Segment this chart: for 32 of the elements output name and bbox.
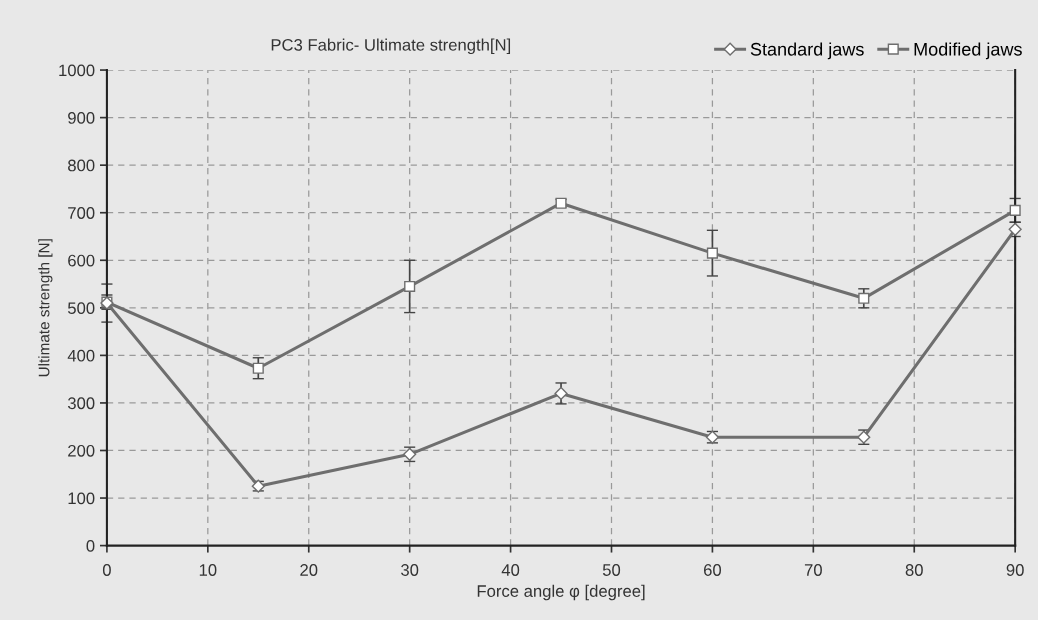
x-tick-label: 30 <box>401 564 419 576</box>
x-tick-label: 80 <box>905 564 923 576</box>
y-tick-label: 100 <box>68 492 95 505</box>
legend-label: Modified jaws <box>914 42 1022 60</box>
point <box>404 280 416 292</box>
x-tick-label: 60 <box>703 564 722 576</box>
x-tick-label: 90 <box>1006 564 1024 576</box>
point <box>1009 204 1021 216</box>
y-tick-label: 500 <box>67 302 95 315</box>
legend-label: Standard jaws <box>750 42 864 60</box>
y-tick-label: 800 <box>68 159 95 172</box>
x-axis-title: Force angle φ [degree] <box>477 584 645 601</box>
point <box>706 247 718 259</box>
y-tick-label: 700 <box>68 207 95 219</box>
x-tick-label: 40 <box>501 564 520 576</box>
y-tick-label: 900 <box>68 112 95 124</box>
y-tick-label: 0 <box>86 540 95 552</box>
y-tick-label: 200 <box>68 444 95 457</box>
y-tick-label: 600 <box>68 254 95 267</box>
x-tick-label: 0 <box>102 564 111 576</box>
x-tick-label: 70 <box>804 564 822 576</box>
x-tick-label: 10 <box>199 564 217 576</box>
point <box>858 292 870 304</box>
y-tick-label: 1000 <box>59 64 95 77</box>
y-tick-label: 300 <box>67 397 95 410</box>
y-axis-title: Ultimate strength [N] <box>38 239 53 377</box>
x-tick-label: 20 <box>300 564 318 576</box>
x-tick-label: 50 <box>602 564 621 576</box>
chart-title: PC3 Fabric- Ultimate strength[N] <box>271 38 511 55</box>
y-tick-label: 400 <box>67 349 95 362</box>
point <box>554 386 568 401</box>
point <box>252 362 264 374</box>
